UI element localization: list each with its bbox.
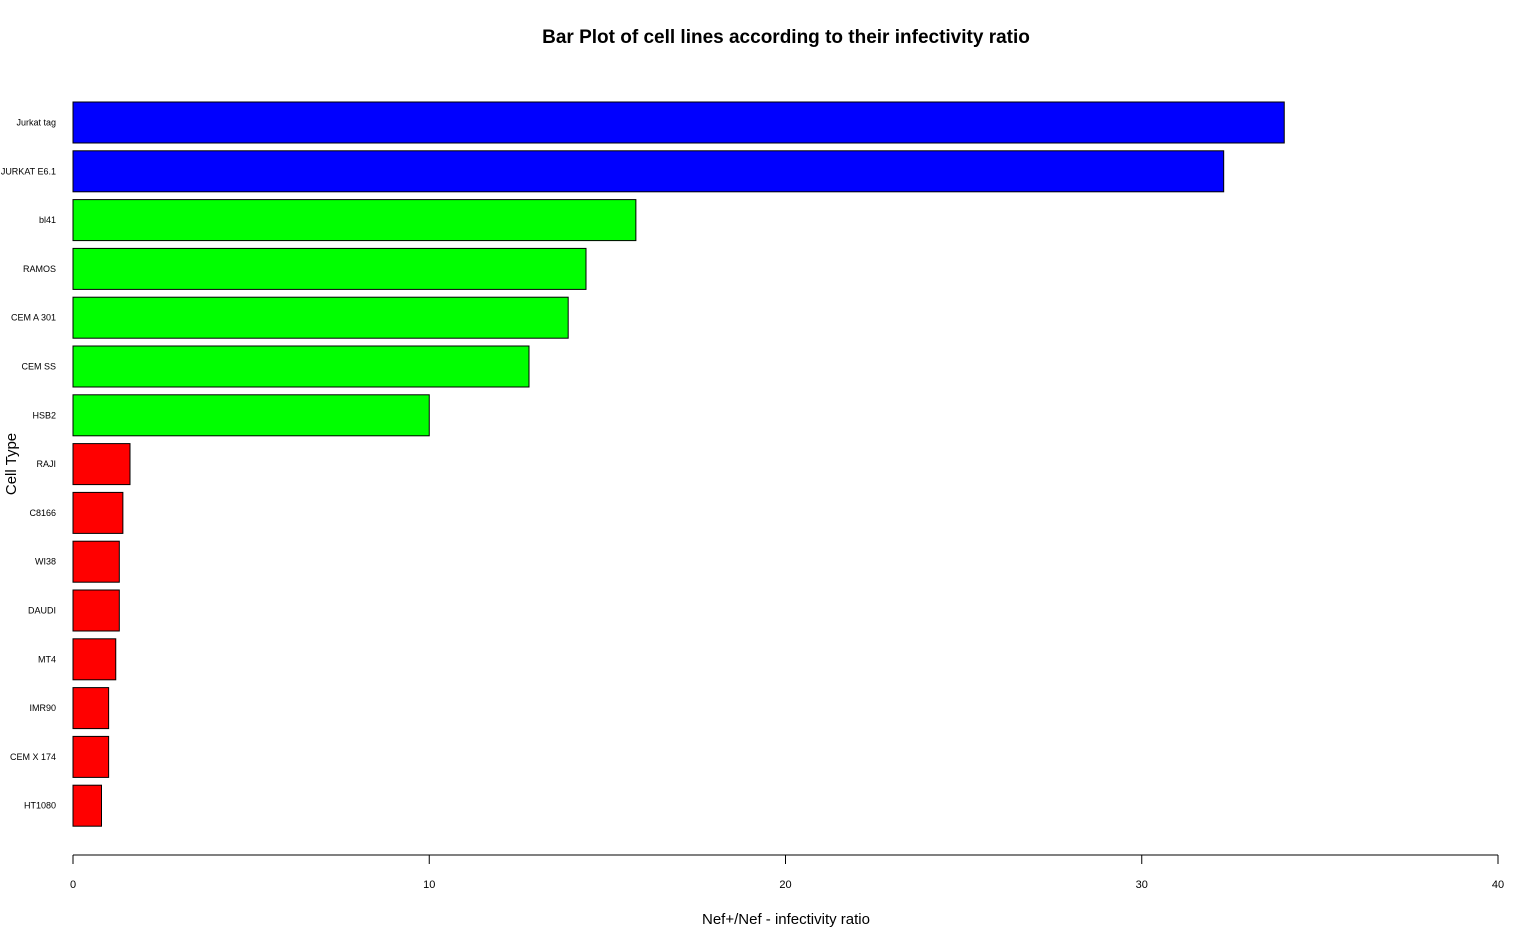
bar-cem-ss — [72, 345, 530, 388]
bars-group — [72, 101, 1285, 827]
chart-title: Bar Plot of cell lines according to thei… — [542, 27, 1030, 48]
bar-ht1080 — [72, 784, 102, 827]
category-label: CEM SS — [21, 362, 56, 372]
category-label: DAUDI — [28, 606, 56, 616]
bar-imr90 — [72, 687, 110, 730]
bar-bl41 — [72, 199, 637, 242]
x-tick-label: 40 — [1492, 879, 1504, 891]
bar-raji — [72, 443, 131, 486]
category-label: JURKAT E6.1 — [1, 166, 56, 176]
x-tick-label: 20 — [779, 879, 791, 891]
category-label: Jurkat tag — [16, 118, 56, 128]
y-axis-label: Cell Type — [3, 433, 20, 495]
category-label: C8166 — [29, 508, 56, 518]
x-tick-label: 30 — [1136, 879, 1148, 891]
category-label: CEM X 174 — [10, 752, 56, 762]
bar-jurkat-tag — [72, 101, 1285, 144]
category-label: HT1080 — [24, 801, 56, 811]
x-tick-label: 10 — [423, 879, 435, 891]
category-label: MT4 — [38, 654, 56, 664]
bar-cem-x-174 — [72, 735, 110, 778]
bar-mt4 — [72, 638, 117, 681]
category-label: IMR90 — [29, 703, 56, 713]
bar-jurkat-e6-1 — [72, 150, 1225, 193]
category-label: RAJI — [36, 459, 56, 469]
bar-wi38 — [72, 540, 120, 583]
category-label: bl41 — [39, 215, 56, 225]
category-label: HSB2 — [32, 410, 56, 420]
category-label: CEM A 301 — [11, 313, 56, 323]
x-axis: 0 10 20 30 40 — [70, 854, 1504, 891]
category-label: RAMOS — [23, 264, 56, 274]
bar-daudi — [72, 589, 120, 632]
category-labels-group: Jurkat tag JURKAT E6.1 bl41 RAMOS CEM A 301 C… — [1, 118, 56, 811]
x-tick-label: 0 — [70, 879, 76, 891]
x-axis-label: Nef+/Nef - infectivity ratio — [702, 911, 870, 928]
bar-c8166 — [72, 491, 124, 534]
bar-ramos — [72, 247, 587, 290]
category-label: WI38 — [35, 557, 56, 567]
bar-cem-a-301 — [72, 296, 569, 339]
bar-hsb2 — [72, 394, 430, 437]
